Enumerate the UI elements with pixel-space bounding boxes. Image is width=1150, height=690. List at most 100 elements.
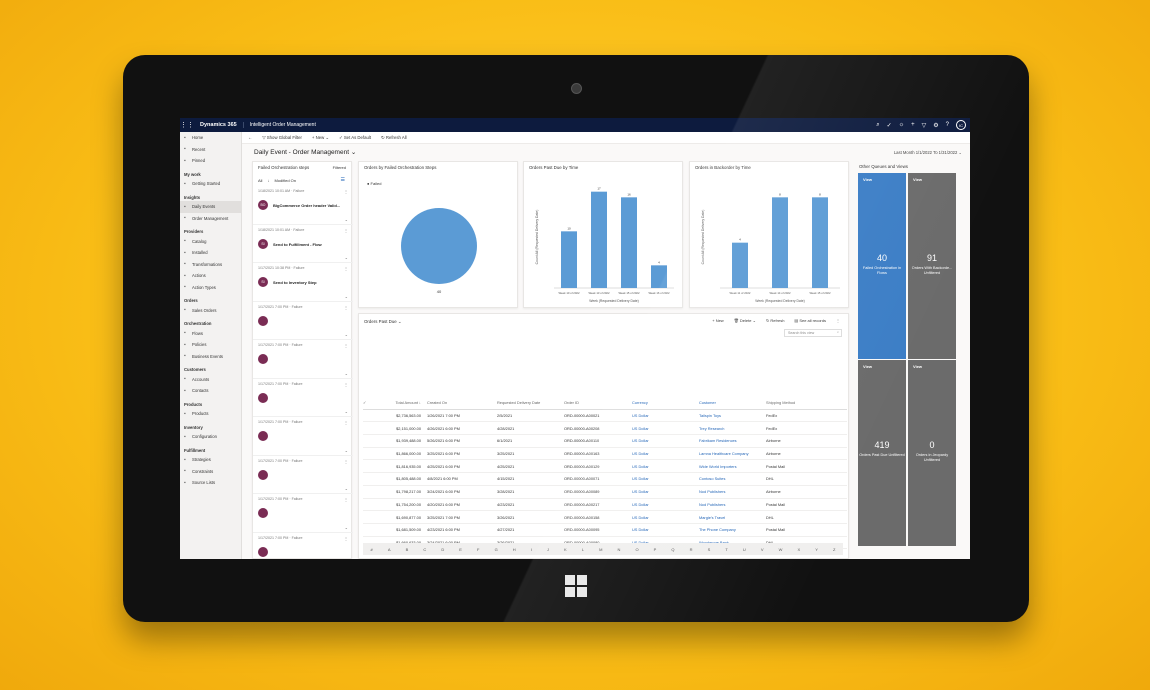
task-icon[interactable]: ✓ xyxy=(886,122,892,129)
sidebar-item[interactable]: ▪ Source Lists xyxy=(180,477,241,489)
alphabet-filter-letter[interactable]: K xyxy=(564,546,567,552)
table-row[interactable]: $2,151,000.00 4/26/2021 6:00 PM 4/28/2021 O… xyxy=(363,422,847,436)
sidebar-item[interactable]: ▪ Getting Started xyxy=(180,178,241,190)
table-row[interactable]: $1,798,217.00 3/24/2021 6:00 PM 3/28/2021 O… xyxy=(363,486,847,499)
alphabet-filter-letter[interactable]: D xyxy=(441,546,445,552)
show-global-filter-button[interactable]: ▽ Show Global Filter xyxy=(262,134,302,140)
search-input[interactable]: Search this view ⌕ xyxy=(784,329,842,337)
sidebar-item[interactable]: ▪ Accounts xyxy=(180,374,241,386)
alphabet-filter-letter[interactable]: M xyxy=(599,546,603,552)
more-options-icon[interactable]: ⋮ xyxy=(344,343,348,348)
sort-all[interactable]: All xyxy=(258,178,263,183)
search-icon[interactable]: ⌕ xyxy=(876,121,880,128)
sidebar-item[interactable]: ▪ Configuration xyxy=(180,431,241,443)
alphabet-filter-letter[interactable]: Y xyxy=(815,546,818,552)
chevron-down-icon[interactable]: ⌄ xyxy=(344,216,348,222)
sidebar-item[interactable]: ▪ Home xyxy=(180,132,241,144)
table-row[interactable]: $1,866,000.00 3/25/2021 6:00 PM 3/25/2021 O… xyxy=(363,448,847,461)
sort-bar[interactable]: All ↓ Modified On xyxy=(258,178,296,183)
column-header[interactable]: Order ID xyxy=(564,400,579,406)
avatar[interactable]: IC xyxy=(956,120,966,130)
table-cell[interactable]: Lamna Healthcare Company xyxy=(699,451,749,457)
alphabet-filter-letter[interactable]: V xyxy=(760,546,764,552)
sidebar-item[interactable]: ▪ Actions xyxy=(180,270,241,282)
chevron-down-icon[interactable]: ⌄ xyxy=(344,486,348,491)
table-cell[interactable]: US Dollar xyxy=(632,540,699,545)
alphabet-filter-letter[interactable]: T xyxy=(725,546,728,552)
sidebar-item[interactable]: ▪ Constraints xyxy=(180,466,241,478)
alphabet-filter-letter[interactable]: H xyxy=(512,546,516,552)
set-default-button[interactable]: ✓ Set As Default xyxy=(339,134,372,140)
queue-tile[interactable]: View 40 Failed Orchestration in Flows xyxy=(858,173,906,359)
table-cell[interactable]: Nod Publishers xyxy=(699,489,726,495)
sidebar-item[interactable]: ▪ Products xyxy=(180,408,241,420)
more-options-icon[interactable]: ⋮ xyxy=(344,227,348,233)
new-button[interactable]: + New ⌄ xyxy=(311,134,330,140)
date-range[interactable]: Last Month 1/1/2022 To 1/31/2022 ⌄ xyxy=(893,149,962,155)
alphabet-filter-letter[interactable]: S xyxy=(707,546,711,552)
chevron-down-icon[interactable]: ⌄ xyxy=(344,370,348,376)
table-cell[interactable]: Contoso Suites xyxy=(699,476,726,482)
table-cell[interactable]: Margie's Travel xyxy=(699,514,726,520)
alphabet-filter-letter[interactable]: R xyxy=(689,546,693,552)
list-item[interactable]: 1/17/2021 7:00 PM · Failure⋮⌄ xyxy=(253,417,353,456)
table-cell[interactable]: US Dollar xyxy=(632,527,649,533)
more-options-icon[interactable]: ⋮ xyxy=(344,535,348,541)
refresh-all-button[interactable]: ↻ Refresh All xyxy=(381,134,407,140)
more-options-icon[interactable]: ⋮ xyxy=(344,497,348,502)
view-link[interactable]: View xyxy=(913,364,923,369)
filter-icon[interactable]: ▽ xyxy=(921,122,927,129)
sidebar-item[interactable]: ▪ Pinned xyxy=(180,155,241,167)
table-cell[interactable]: Wide World Importers xyxy=(699,463,737,469)
sidebar-item[interactable]: ▪ Flows xyxy=(180,328,241,340)
alphabet-filter-letter[interactable]: W xyxy=(778,546,783,552)
list-item[interactable]: 1/17/2021 7:00 PM · Failure⋮⌄ xyxy=(253,533,353,560)
sidebar-item[interactable]: ▪ Sales Orders xyxy=(180,305,241,317)
alphabet-filter-letter[interactable]: L xyxy=(581,546,584,552)
queue-tile[interactable]: View 0 Orders in Jeopardy Unfiltered xyxy=(908,360,956,546)
orders-grid-title[interactable]: Orders Past Due ⌄ xyxy=(364,319,402,324)
sidebar-item[interactable]: ▪ Contacts xyxy=(180,385,241,397)
more-options-icon[interactable]: ⋮ xyxy=(344,266,348,271)
sidebar-item[interactable]: ▪ Policies xyxy=(180,339,241,351)
table-cell[interactable]: Tailspin Toys xyxy=(699,413,721,419)
table-cell[interactable]: Nod Publishers xyxy=(699,501,726,507)
chevron-down-icon[interactable]: ⌄ xyxy=(344,332,348,337)
table-cell[interactable]: US Dollar xyxy=(632,463,649,469)
alphabet-filter-letter[interactable]: E xyxy=(459,546,462,552)
table-row[interactable]: $1,754,200.00 4/20/2021 6:00 PM 4/23/2021 O… xyxy=(363,499,847,512)
sidebar-item[interactable]: ▪ Daily Events xyxy=(180,201,241,213)
gear-icon[interactable]: ⚙ xyxy=(933,122,939,129)
list-item[interactable]: 1/17/2021 7:00 PM · Failure⋮⌄ xyxy=(253,379,353,417)
table-cell[interactable]: The Phone Company xyxy=(699,527,736,533)
list-item[interactable]: 1/17/2021 7:00 PM · Failure⋮⌄ xyxy=(253,456,353,494)
alphabet-filter-letter[interactable]: P xyxy=(653,546,657,552)
alphabet-filter-letter[interactable]: A xyxy=(387,546,391,552)
alphabet-filter-letter[interactable]: U xyxy=(742,546,746,552)
list-item[interactable]: 1/18/2021 10:01 AM · Failure BO BigCommerc… xyxy=(253,186,353,225)
chevron-down-icon[interactable]: ⌄ xyxy=(344,447,348,453)
alphabet-filter-letter[interactable]: X xyxy=(797,546,801,552)
table-cell[interactable]: Woodgrove Bank xyxy=(699,540,766,545)
table-row[interactable]: $2,736,563.00 1/26/2021 7:00 PM 2/5/2021 OR… xyxy=(363,410,847,423)
sidebar-item[interactable]: ▪ Strategies xyxy=(180,454,241,466)
more-options-icon[interactable]: ⋮ xyxy=(344,189,348,194)
queue-tile[interactable]: View 91 Orders With Backorde... Unfiltered xyxy=(908,173,956,359)
search-icon[interactable]: ⌕ xyxy=(836,330,839,334)
lightbulb-icon[interactable]: ☼ xyxy=(898,122,905,128)
list-item[interactable]: 1/17/2021 7:00 PM · Failure⋮⌄ xyxy=(253,302,353,340)
sidebar-item[interactable]: ▪ Installed xyxy=(180,247,241,259)
grid-refresh-button[interactable]: ↻ Refresh xyxy=(765,318,785,323)
more-options-icon[interactable]: ⋮ xyxy=(344,458,348,464)
windows-logo-icon[interactable] xyxy=(565,575,587,597)
sidebar-item[interactable]: ▪ Order Management xyxy=(180,213,241,225)
more-options-icon[interactable]: ⋮ xyxy=(344,304,348,310)
table-cell[interactable]: US Dollar xyxy=(632,413,649,419)
alphabet-filter-letter[interactable]: C xyxy=(423,546,427,552)
plus-icon[interactable]: + xyxy=(911,122,915,128)
sidebar-item[interactable]: ▪ Transformations xyxy=(180,259,241,271)
alphabet-filter-letter[interactable]: Z xyxy=(832,546,836,552)
view-link[interactable]: View xyxy=(863,364,873,369)
alphabet-filter-letter[interactable]: J xyxy=(546,546,549,552)
table-cell[interactable]: US Dollar xyxy=(632,514,649,520)
